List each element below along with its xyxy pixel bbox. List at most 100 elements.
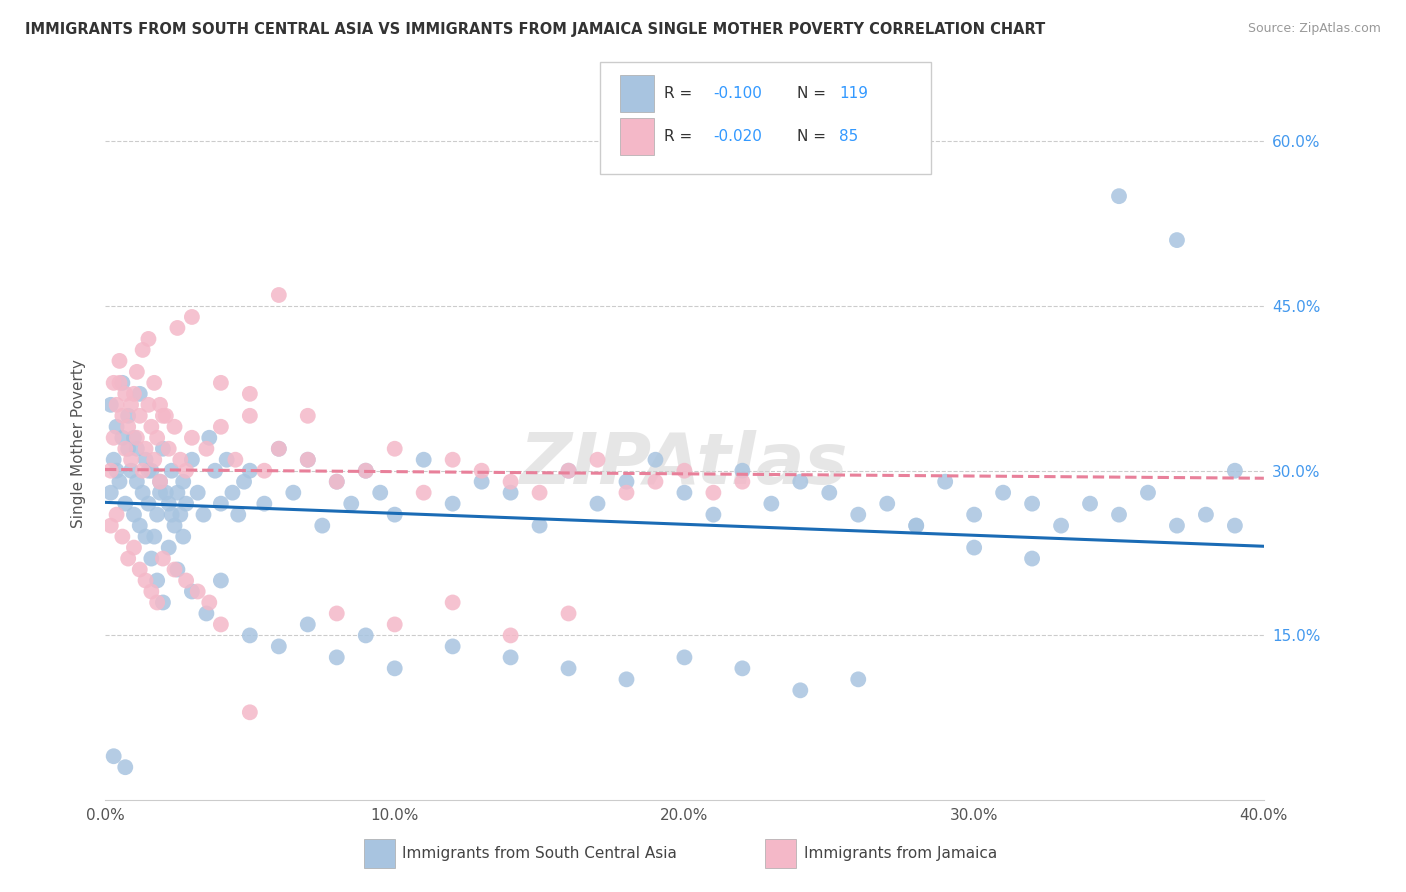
- Text: N =: N =: [797, 129, 831, 144]
- Point: [160, 464, 183, 478]
- Point: [529, 518, 551, 533]
- Point: [905, 518, 928, 533]
- Point: [209, 617, 232, 632]
- Point: [253, 497, 276, 511]
- Point: [267, 442, 290, 456]
- Point: [120, 452, 142, 467]
- Point: [149, 485, 172, 500]
- Point: [644, 452, 666, 467]
- Point: [166, 562, 188, 576]
- Point: [209, 419, 232, 434]
- Point: [180, 310, 202, 324]
- Point: [1021, 551, 1043, 566]
- Point: [499, 485, 522, 500]
- Point: [253, 464, 276, 478]
- Point: [267, 288, 290, 302]
- Point: [169, 452, 191, 467]
- Point: [103, 452, 125, 467]
- Point: [155, 409, 177, 423]
- Text: Immigrants from Jamaica: Immigrants from Jamaica: [804, 847, 997, 861]
- Point: [1108, 189, 1130, 203]
- Point: [1021, 497, 1043, 511]
- Point: [673, 650, 696, 665]
- Point: [180, 452, 202, 467]
- Point: [297, 409, 319, 423]
- Point: [131, 485, 153, 500]
- Point: [105, 398, 128, 412]
- Point: [157, 442, 180, 456]
- Point: [557, 661, 579, 675]
- Point: [117, 551, 139, 566]
- Point: [731, 661, 754, 675]
- Point: [108, 475, 131, 489]
- Point: [174, 574, 197, 588]
- Point: [135, 442, 157, 456]
- Point: [499, 650, 522, 665]
- Point: [146, 574, 169, 588]
- Point: [105, 464, 128, 478]
- Point: [105, 508, 128, 522]
- Point: [198, 431, 221, 445]
- Point: [1078, 497, 1101, 511]
- Point: [529, 485, 551, 500]
- Point: [146, 595, 169, 609]
- Point: [135, 530, 157, 544]
- Point: [702, 485, 724, 500]
- Point: [125, 475, 148, 489]
- Point: [499, 628, 522, 642]
- Point: [100, 398, 122, 412]
- Point: [499, 475, 522, 489]
- Point: [180, 584, 202, 599]
- Point: [114, 387, 136, 401]
- Point: [149, 475, 172, 489]
- Point: [354, 628, 377, 642]
- Point: [172, 475, 194, 489]
- Point: [1166, 233, 1188, 247]
- Point: [174, 497, 197, 511]
- Point: [209, 574, 232, 588]
- Point: [155, 485, 177, 500]
- Point: [354, 464, 377, 478]
- Point: [100, 464, 122, 478]
- Text: N =: N =: [797, 87, 831, 101]
- Point: [471, 464, 494, 478]
- Text: R =: R =: [664, 87, 697, 101]
- Point: [193, 508, 215, 522]
- Point: [1223, 464, 1246, 478]
- Point: [128, 409, 150, 423]
- Point: [100, 518, 122, 533]
- Point: [224, 452, 246, 467]
- Point: [135, 574, 157, 588]
- Point: [818, 485, 841, 500]
- Point: [233, 475, 256, 489]
- Point: [138, 332, 160, 346]
- Point: [354, 464, 377, 478]
- Point: [673, 464, 696, 478]
- Point: [963, 508, 986, 522]
- Point: [111, 530, 134, 544]
- Point: [239, 706, 262, 720]
- Point: [135, 452, 157, 467]
- Point: [111, 376, 134, 390]
- Point: [143, 376, 166, 390]
- Point: [267, 442, 290, 456]
- Point: [267, 640, 290, 654]
- Point: [441, 452, 464, 467]
- Point: [384, 442, 406, 456]
- Point: [239, 409, 262, 423]
- Point: [149, 475, 172, 489]
- Point: [761, 497, 783, 511]
- Point: [163, 518, 186, 533]
- Point: [644, 475, 666, 489]
- Point: [297, 452, 319, 467]
- Point: [239, 387, 262, 401]
- Point: [114, 497, 136, 511]
- Point: [471, 475, 494, 489]
- Point: [125, 365, 148, 379]
- Point: [283, 485, 305, 500]
- Point: [789, 475, 811, 489]
- Point: [120, 398, 142, 412]
- Point: [103, 749, 125, 764]
- Point: [326, 475, 349, 489]
- Point: [731, 464, 754, 478]
